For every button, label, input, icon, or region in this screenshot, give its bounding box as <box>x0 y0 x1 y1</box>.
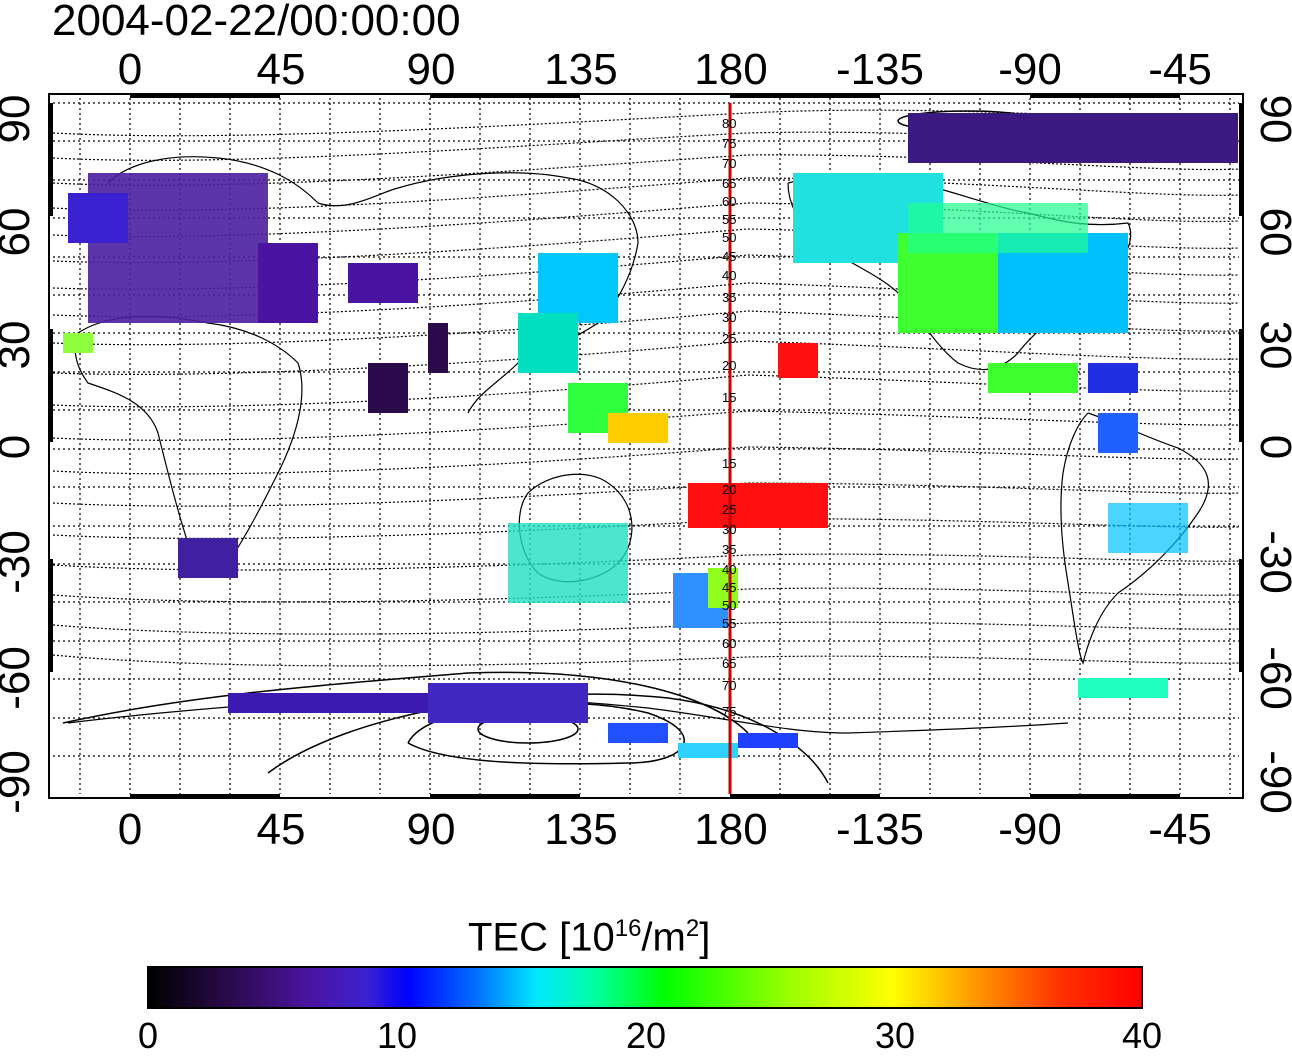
tec-patch <box>608 413 668 443</box>
tec-patch <box>778 343 818 378</box>
lat-left-tick: 0 <box>0 402 39 492</box>
tec-patch <box>68 193 128 243</box>
tec-patch <box>258 243 318 323</box>
lat-left-tick: 30 <box>0 320 39 370</box>
lat-left-tick: -90 <box>0 750 39 814</box>
map-title: 2004-02-22/00:00:00 <box>52 0 461 45</box>
meridian-label: 75 <box>722 136 737 151</box>
lat-right-tick: 0 <box>1251 402 1292 492</box>
meridian-label: 50 <box>722 598 737 613</box>
meridian-label: 30 <box>722 310 737 325</box>
lat-right-tick: -90 <box>1251 750 1292 814</box>
meridian-label: 65 <box>722 656 737 671</box>
lon-bottom-tick: -45 <box>1148 805 1212 854</box>
meridian-label: 65 <box>722 176 737 191</box>
colorbar-title: TEC [1016/m2] <box>468 915 711 960</box>
tec-patch <box>608 723 668 743</box>
meridian-label: 35 <box>722 542 737 557</box>
meridian-label: 25 <box>722 502 737 517</box>
lat-left-tick: 90 <box>0 94 39 144</box>
meridian-label: 75 <box>722 704 737 719</box>
meridian-label: 80 <box>722 116 737 131</box>
lat-left-tick: -30 <box>0 530 39 594</box>
tec-patch <box>678 743 738 758</box>
lon-bottom-tick: 45 <box>256 805 306 854</box>
meridian-label: 20 <box>722 482 737 497</box>
lon-top-tick: -45 <box>1148 45 1212 94</box>
colorbar <box>147 966 1143 1009</box>
tec-patch <box>428 323 448 373</box>
meridian-label: 35 <box>722 290 737 305</box>
meridian-label: 30 <box>722 522 737 537</box>
meridian-label: 20 <box>722 358 737 373</box>
tec-patch <box>178 538 238 578</box>
tec-patch <box>508 523 628 603</box>
lat-right-tick: 30 <box>1251 320 1292 370</box>
tec-patch <box>1088 363 1138 393</box>
lon-top-tick: -135 <box>835 45 925 94</box>
lon-bottom-tick: -90 <box>998 805 1062 854</box>
tec-patch <box>688 483 828 528</box>
tec-patch <box>348 263 418 303</box>
meridian-label: 70 <box>722 678 737 693</box>
meridian-label: 60 <box>722 194 737 209</box>
colorbar-tick: 10 <box>376 1015 418 1056</box>
lon-bottom-tick: -135 <box>835 805 925 854</box>
lat-left-tick: 60 <box>0 207 39 257</box>
meridian-label: 50 <box>722 230 737 245</box>
meridian-label: 60 <box>722 636 737 651</box>
lat-right-tick: 60 <box>1251 207 1292 257</box>
tec-patch <box>1078 678 1168 698</box>
tec-patch <box>228 693 458 713</box>
colorbar-tick: 20 <box>625 1015 667 1056</box>
tec-patch <box>908 203 1088 253</box>
lat-left-tick: -60 <box>0 646 39 710</box>
lon-top-tick: 0 <box>117 45 143 94</box>
tec-patch <box>708 568 738 608</box>
meridian-label: 45 <box>722 249 737 264</box>
lat-right-tick: 90 <box>1251 94 1292 144</box>
meridian-label: 70 <box>722 156 737 171</box>
lon-bottom-tick: 180 <box>694 805 768 854</box>
tec-patch <box>738 733 798 748</box>
meridian-label: 55 <box>722 616 737 631</box>
lon-top-tick: 90 <box>406 45 456 94</box>
lon-bottom-tick: 135 <box>544 805 618 854</box>
frame-tick-bars <box>48 93 1244 799</box>
lon-top-tick: 45 <box>256 45 306 94</box>
tec-patch <box>908 113 1238 163</box>
meridian-label: 15 <box>722 390 737 405</box>
tec-patch <box>368 363 408 413</box>
colorbar-tick: 0 <box>137 1015 159 1056</box>
tec-patch <box>1108 503 1188 553</box>
tec-patch <box>1098 413 1138 453</box>
meridian-label: 55 <box>722 212 737 227</box>
tec-patch <box>428 683 588 723</box>
meridian-label: 45 <box>722 580 737 595</box>
lon-bottom-tick: 90 <box>406 805 456 854</box>
colorbar-tick: 40 <box>1121 1015 1163 1056</box>
meridian-label: 25 <box>722 331 737 346</box>
lat-right-tick: -60 <box>1251 646 1292 710</box>
lon-top-tick: 180 <box>694 45 768 94</box>
lon-bottom-tick: 0 <box>117 805 143 854</box>
lon-top-tick: 135 <box>544 45 618 94</box>
tec-patch <box>63 333 93 353</box>
tec-patch <box>518 313 578 373</box>
tec-patch <box>538 253 618 323</box>
lat-right-tick: -30 <box>1251 530 1292 594</box>
colorbar-tick: 30 <box>874 1015 916 1056</box>
tec-patch <box>988 363 1078 393</box>
meridian-label: 40 <box>722 268 737 283</box>
tec-patches <box>63 113 1238 758</box>
tec-map <box>48 93 1244 799</box>
meridian-label: 15 <box>722 456 737 471</box>
lon-top-tick: -90 <box>998 45 1062 94</box>
meridian-label: 40 <box>722 562 737 577</box>
